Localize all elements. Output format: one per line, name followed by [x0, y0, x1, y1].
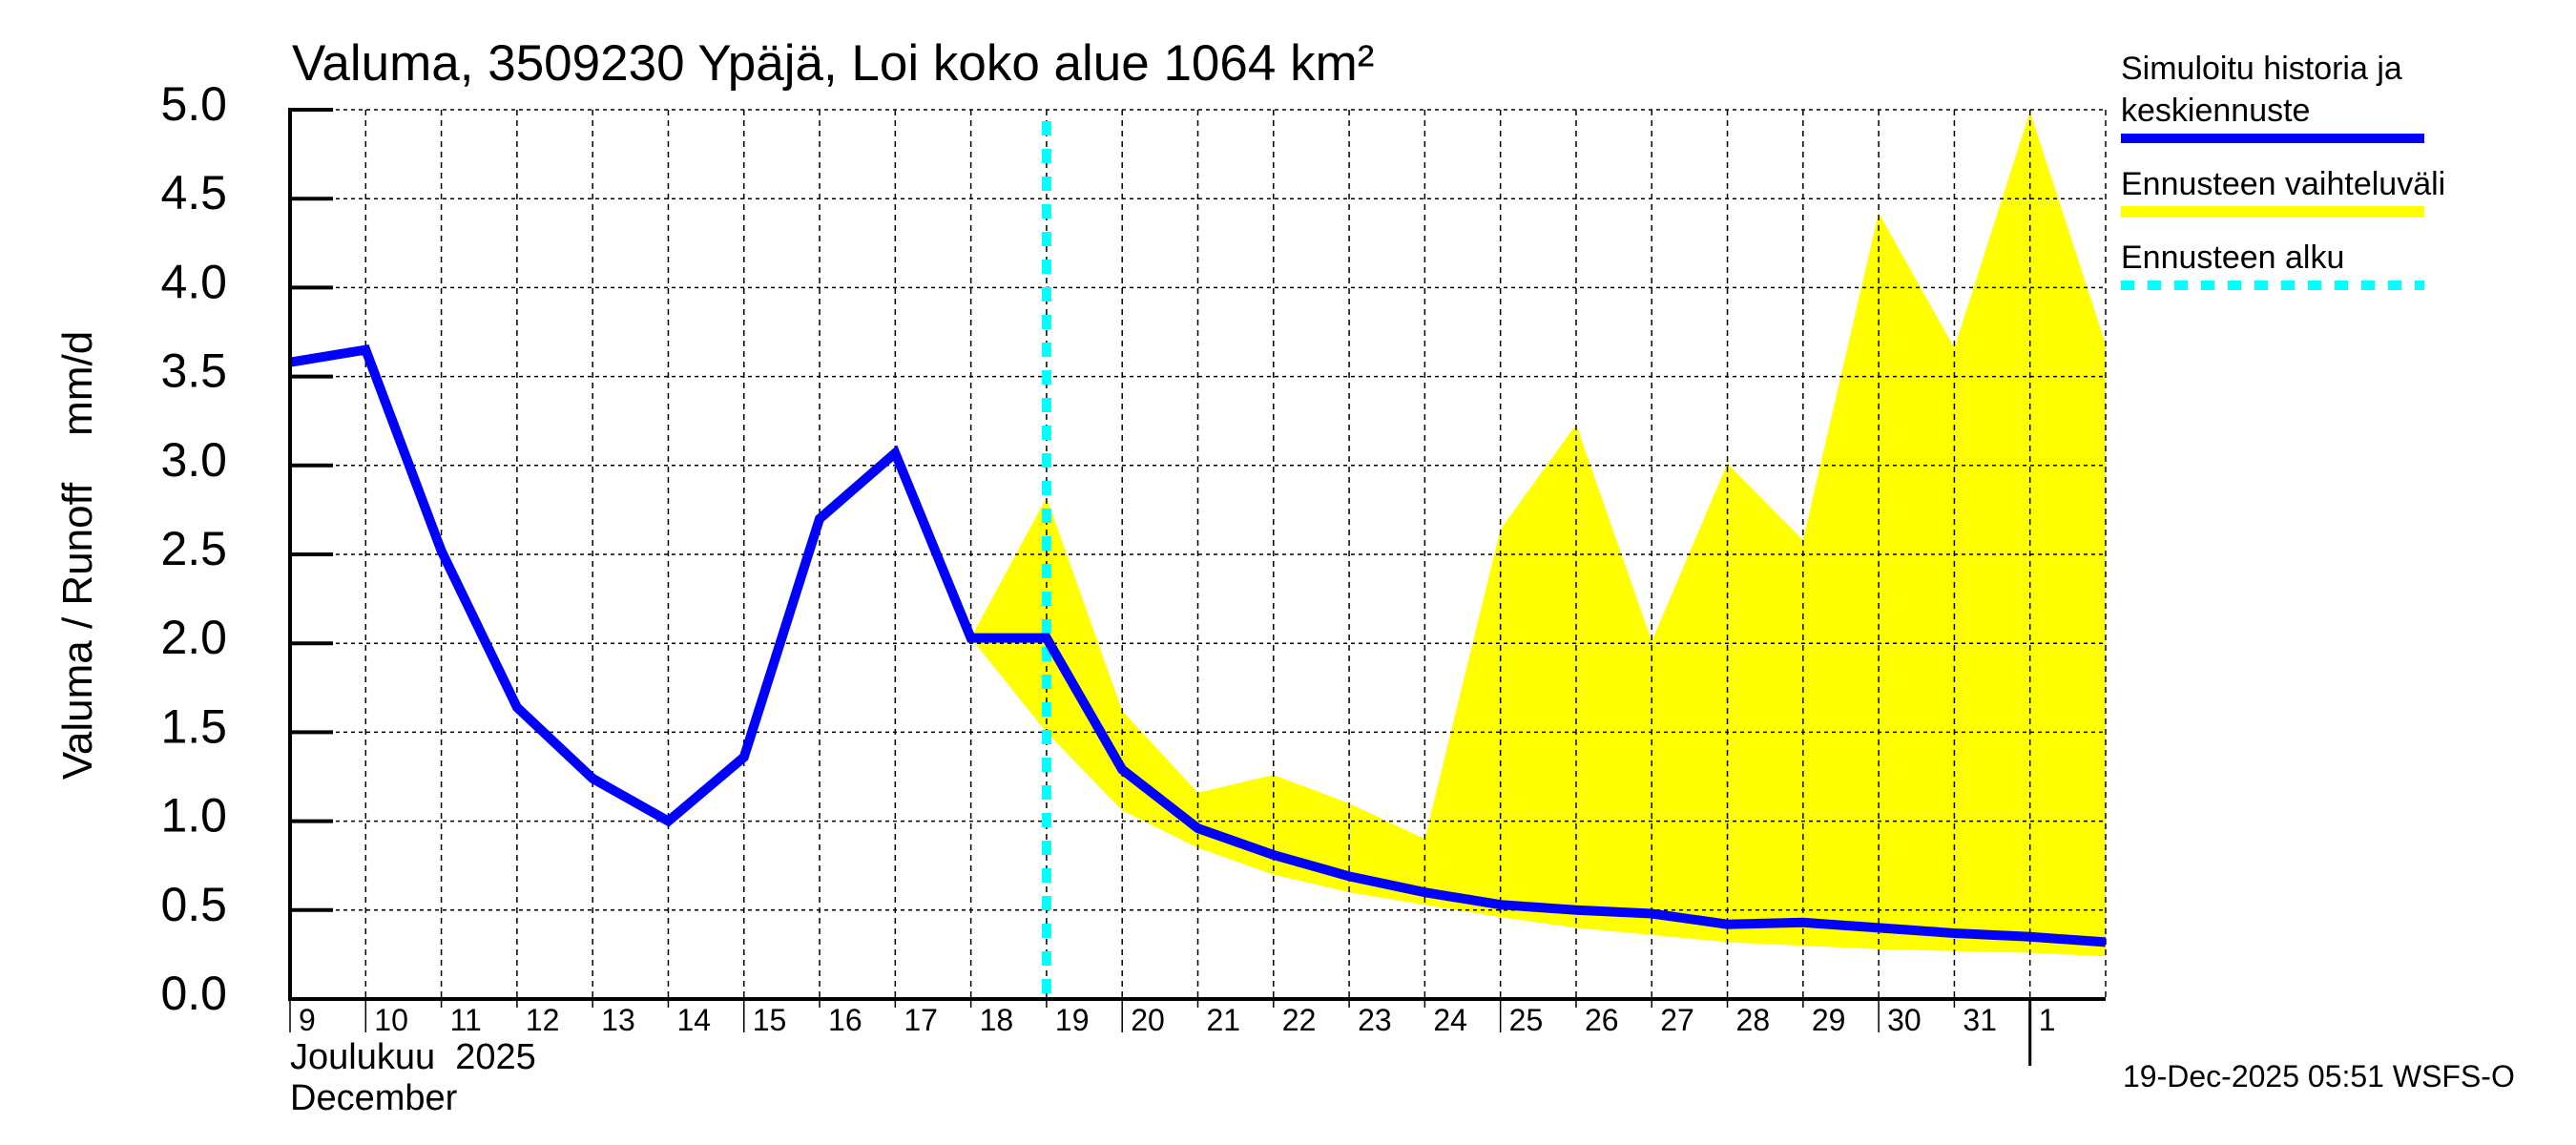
y-tick-label: 1.5 — [160, 699, 227, 753]
x-tick-label: 30 — [1887, 1003, 1922, 1037]
x-tick-label: 19 — [1055, 1003, 1090, 1037]
simulated-runoff-line — [289, 344, 2107, 947]
x-tick-label: 10 — [374, 1003, 408, 1037]
x-tick-label: 18 — [980, 1003, 1014, 1037]
x-tick-label: 20 — [1131, 1003, 1165, 1037]
y-tick-label: 1.0 — [160, 789, 227, 843]
y-tick-label: 2.0 — [160, 611, 227, 664]
timestamp: 19-Dec-2025 05:51 WSFS-O — [2123, 1059, 2515, 1093]
legend-label: Ennusteen vaihteluväli — [2121, 166, 2445, 202]
x-tick-label: 15 — [753, 1003, 787, 1037]
x-tick-label: 27 — [1660, 1003, 1694, 1037]
x-tick-label: 14 — [676, 1003, 711, 1037]
month-label-fi: Joulukuu 2025 — [290, 1037, 536, 1077]
legend-label: Ennusteen alku — [2121, 239, 2344, 276]
y-tick-label: 2.5 — [160, 522, 227, 575]
legend: Simuloitu historia ja keskiennuste Ennuste… — [2121, 51, 2445, 290]
y-tick-label: 4.0 — [160, 255, 227, 308]
x-tick-label: 16 — [828, 1003, 862, 1037]
x-tick-label: 9 — [299, 1003, 316, 1037]
x-tick-label: 22 — [1282, 1003, 1317, 1037]
axes — [288, 108, 2106, 1066]
y-tick-label: 0.5 — [160, 878, 227, 931]
x-tick-label: 13 — [601, 1003, 635, 1037]
y-tick-label: 3.0 — [160, 433, 227, 487]
chart-title: Valuma, 3509230 Ypäjä, Loi koko alue 106… — [292, 35, 1374, 92]
y-axis-label: Valuma / Runoff mm/d — [54, 331, 101, 780]
y-axis-tick-labels: 0.0 0.5 1.0 1.5 2.0 2.5 3.0 3.5 4.0 4.5 5.0 — [160, 77, 227, 1020]
x-tick-label: 24 — [1433, 1003, 1467, 1037]
x-tick-label: 21 — [1207, 1003, 1241, 1037]
y-tick-label: 5.0 — [160, 77, 227, 131]
y-tick-label: 4.5 — [160, 166, 227, 219]
forecast-range-area — [970, 111, 2106, 957]
x-tick-label: 1 — [2039, 1003, 2056, 1037]
month-label-en: December — [290, 1078, 458, 1118]
runoff-polyline — [289, 344, 2107, 947]
x-tick-label: 31 — [1963, 1003, 1997, 1037]
legend-label: keskiennuste — [2121, 93, 2310, 129]
y-tick-label: 3.5 — [160, 344, 227, 398]
x-tick-label: 26 — [1585, 1003, 1619, 1037]
forecast-range-band — [970, 111, 2106, 957]
x-tick-label: 29 — [1812, 1003, 1846, 1037]
x-tick-label: 25 — [1509, 1003, 1544, 1037]
legend-label: Simuloitu historia ja — [2121, 51, 2402, 87]
x-axis-tick-labels: 9 10 11 12 13 14 15 16 17 18 19 20 21 22 23 24 25 26 27 28 2… — [299, 1003, 2056, 1037]
grid-lines — [290, 109, 2107, 999]
x-tick-label: 11 — [450, 1003, 482, 1037]
x-tick-label: 12 — [526, 1003, 560, 1037]
x-tick-label: 28 — [1736, 1003, 1771, 1037]
x-tick-label: 23 — [1358, 1003, 1392, 1037]
y-tick-label: 0.0 — [160, 967, 227, 1020]
x-tick-label: 17 — [904, 1003, 938, 1037]
